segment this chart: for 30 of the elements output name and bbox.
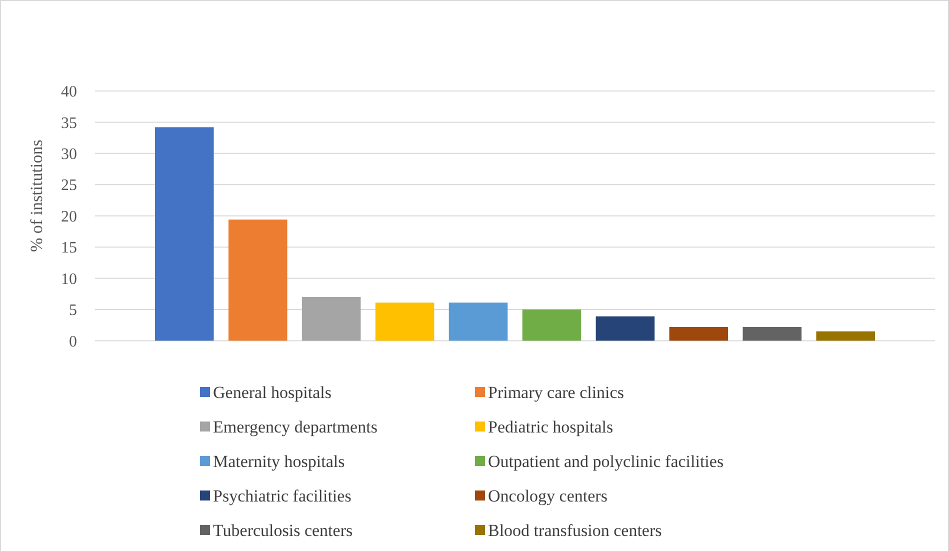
legend-label: Psychiatric facilities [213, 486, 352, 506]
bar [302, 297, 361, 341]
y-tick-label: 5 [69, 302, 77, 320]
legend-label: Oncology centers [488, 486, 608, 506]
bar [155, 127, 214, 341]
legend-label: Maternity hospitals [213, 452, 345, 471]
y-axis-title: % of institutions [27, 140, 46, 252]
y-tick-label: 15 [61, 240, 77, 257]
bar [669, 326, 728, 341]
bar [522, 309, 582, 341]
y-tick-label: 35 [61, 114, 77, 132]
legend-label: Primary care clinics [488, 382, 624, 402]
bar [596, 316, 655, 341]
bar [816, 331, 875, 341]
bar [742, 326, 802, 341]
legend-label: Blood transfusion centers [488, 520, 662, 540]
y-tick-label: 30 [61, 146, 77, 164]
bar [448, 302, 508, 341]
legend-label: Tuberculosis centers [213, 520, 353, 540]
bar [375, 302, 434, 341]
y-tick-label: 40 [61, 84, 77, 101]
y-tick-label: 0 [69, 333, 77, 350]
y-tick-label: 10 [61, 270, 77, 288]
legend-label: General hospitals [213, 382, 332, 402]
legend-label: Emergency departments [213, 417, 378, 436]
legend-label: Outpatient and polyclinic facilities [488, 452, 724, 471]
y-tick-label: 25 [61, 177, 77, 194]
y-tick-label: 20 [61, 208, 77, 226]
bar [228, 220, 288, 341]
legend-label: Pediatric hospitals [488, 417, 614, 436]
